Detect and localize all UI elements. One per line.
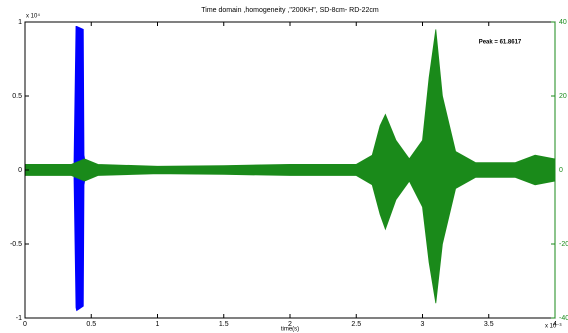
x-tick-label: 4: [553, 321, 557, 328]
y2-tick-label: 40: [559, 19, 567, 26]
x-axis-label: time(s): [281, 327, 299, 333]
y2-tick-label: 0: [559, 167, 563, 174]
x-tick-label: 3: [421, 321, 425, 328]
x-tick-label: 0.5: [86, 321, 96, 328]
x-tick-label: 3.5: [484, 321, 494, 328]
y2-tick-label: 20: [559, 93, 567, 100]
y-tick-label: -1: [16, 315, 22, 322]
signal-envelope: [24, 29, 556, 304]
chart-title: Time domain ,homogeneity ,"200KH", SD-8c…: [201, 7, 379, 14]
x-tick-label: 2: [288, 321, 292, 328]
y-exponent: x 10⁴: [26, 13, 40, 20]
x-exponent: x 10⁻³: [545, 324, 562, 330]
y-tick-label: -0.5: [10, 241, 22, 248]
x-tick-label: 1.5: [219, 321, 229, 328]
x-tick-label: 1: [156, 321, 160, 328]
y2-tick-label: -20: [559, 241, 568, 248]
y-tick-label: 0: [18, 167, 22, 174]
annotation: Peak = 61.8617: [479, 40, 522, 46]
y-tick-label: 1: [18, 19, 22, 26]
x-tick-label: 2.5: [351, 321, 361, 328]
y2-tick-label: -40: [559, 315, 568, 322]
y-tick-label: 0.5: [12, 93, 22, 100]
x-tick-label: 0: [23, 321, 27, 328]
